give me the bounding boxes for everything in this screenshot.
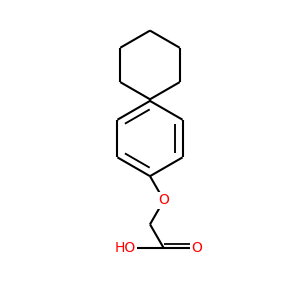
Text: O: O [192, 242, 203, 255]
Text: HO: HO [115, 242, 136, 255]
Text: O: O [158, 193, 169, 207]
